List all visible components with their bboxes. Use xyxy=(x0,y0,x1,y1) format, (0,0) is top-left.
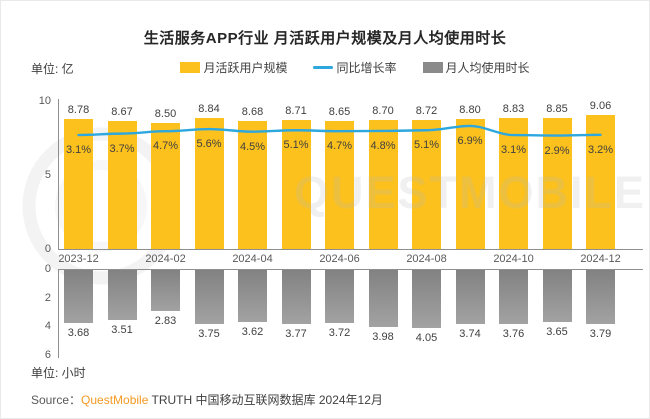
bottom-chart-y-axis xyxy=(58,269,59,358)
legend: 月活跃用户规模 同比增长率 月人均使用时长 xyxy=(121,59,589,75)
duration-bar xyxy=(543,270,572,322)
x-tick-label: 2024-12 xyxy=(570,253,632,265)
duration-bar xyxy=(499,270,528,324)
growth-rate-label: 3.2% xyxy=(579,144,623,156)
growth-rate-label: 4.7% xyxy=(318,140,362,152)
growth-rate-label: 5.1% xyxy=(405,139,449,151)
x-tick-label: 2024-10 xyxy=(483,253,545,265)
growth-rate-label: 4.7% xyxy=(144,140,188,152)
bar-swatch-icon xyxy=(180,62,200,73)
growth-rate-label: 6.9% xyxy=(448,135,492,147)
legend-label: 月活跃用户规模 xyxy=(203,59,287,76)
mau-value-label: 8.71 xyxy=(274,105,318,117)
legend-item-growth: 同比增长率 xyxy=(313,59,396,76)
mau-value-label: 8.67 xyxy=(100,106,144,118)
duration-value-label: 2.83 xyxy=(144,315,188,327)
duration-value-label: 3.68 xyxy=(57,327,101,339)
mau-value-label: 8.65 xyxy=(318,106,362,118)
duration-value-label: 3.98 xyxy=(361,331,405,343)
duration-value-label: 3.75 xyxy=(187,328,231,340)
legend-item-mau: 月活跃用户规模 xyxy=(180,59,287,76)
bottom-y-tick: 2 xyxy=(21,292,51,304)
growth-rate-label: 5.6% xyxy=(187,138,231,150)
mau-value-label: 8.50 xyxy=(144,108,188,120)
duration-value-label: 3.62 xyxy=(231,326,275,338)
duration-bar xyxy=(456,270,485,324)
x-tick-label: 2024-04 xyxy=(222,253,284,265)
duration-bar xyxy=(64,270,93,323)
source-line: Source：QuestMobile TRUTH 中国移动互联网数据库 2024… xyxy=(31,391,383,408)
duration-value-label: 3.72 xyxy=(318,327,362,339)
text-watermark: QUESTMOBILE xyxy=(294,167,646,219)
duration-bar xyxy=(195,270,224,324)
source-label: Source： xyxy=(31,393,81,407)
x-tick-label: 2023-12 xyxy=(48,253,110,265)
source-rest: TRUTH 中国移动互联网数据库 2024年12月 xyxy=(148,393,383,407)
x-tick-label: 2024-08 xyxy=(396,253,458,265)
top-chart-y-axis xyxy=(58,99,59,250)
mau-bar xyxy=(108,121,137,249)
x-tick-label: 2024-02 xyxy=(135,253,197,265)
mau-value-label: 8.84 xyxy=(187,103,231,115)
duration-bar xyxy=(282,270,311,324)
mau-value-label: 8.68 xyxy=(231,106,275,118)
duration-bar xyxy=(108,270,137,320)
top-y-tick: 10 xyxy=(21,95,51,107)
bar-swatch-icon xyxy=(423,62,443,73)
legend-item-duration: 月人均使用时长 xyxy=(423,59,530,76)
duration-bar xyxy=(586,270,615,324)
growth-rate-label: 4.5% xyxy=(231,141,275,153)
mau-value-label: 8.83 xyxy=(492,103,536,115)
duration-value-label: 3.65 xyxy=(535,326,579,338)
duration-value-label: 4.05 xyxy=(405,332,449,344)
mau-value-label: 8.78 xyxy=(57,104,101,116)
duration-value-label: 3.51 xyxy=(100,324,144,336)
duration-bar xyxy=(369,270,398,327)
duration-bar xyxy=(325,270,354,323)
growth-rate-label: 2.9% xyxy=(535,145,579,157)
duration-bar xyxy=(412,270,441,328)
unit-label-bottom: 单位: 小时 xyxy=(31,364,86,381)
line-swatch-icon xyxy=(313,66,333,69)
mau-value-label: 8.70 xyxy=(361,105,405,117)
growth-rate-label: 3.1% xyxy=(57,144,101,156)
legend-label: 月人均使用时长 xyxy=(446,59,530,76)
chart-title: 生活服务APP行业 月活跃用户规模及月人均使用时长 xyxy=(1,27,649,48)
mau-value-label: 8.72 xyxy=(405,105,449,117)
duration-value-label: 3.76 xyxy=(492,328,536,340)
x-tick-label: 2024-06 xyxy=(309,253,371,265)
mau-value-label: 8.85 xyxy=(535,103,579,115)
bottom-y-tick: 4 xyxy=(21,320,51,332)
bottom-y-tick: 0 xyxy=(21,263,51,275)
growth-rate-label: 3.7% xyxy=(100,143,144,155)
source-brand: QuestMobile xyxy=(81,393,148,407)
top-y-tick: 0 xyxy=(21,243,51,255)
legend-label: 同比增长率 xyxy=(336,59,396,76)
top-y-tick: 5 xyxy=(21,169,51,181)
duration-value-label: 3.79 xyxy=(579,328,623,340)
bottom-y-tick: 6 xyxy=(21,349,51,361)
growth-rate-label: 3.1% xyxy=(492,144,536,156)
duration-bar xyxy=(151,270,180,311)
growth-rate-label: 4.8% xyxy=(361,140,405,152)
mau-value-label: 9.06 xyxy=(579,100,623,112)
chart-card: 生活服务APP行业 月活跃用户规模及月人均使用时长 单位: 亿 月活跃用户规模 … xyxy=(0,0,650,419)
top-chart-x-axis xyxy=(58,249,643,250)
unit-label-top: 单位: 亿 xyxy=(31,60,74,77)
duration-value-label: 3.77 xyxy=(274,328,318,340)
duration-bar xyxy=(238,270,267,322)
mau-bar xyxy=(64,119,93,249)
growth-rate-label: 5.1% xyxy=(274,139,318,151)
duration-value-label: 3.74 xyxy=(448,328,492,340)
mau-value-label: 8.80 xyxy=(448,104,492,116)
